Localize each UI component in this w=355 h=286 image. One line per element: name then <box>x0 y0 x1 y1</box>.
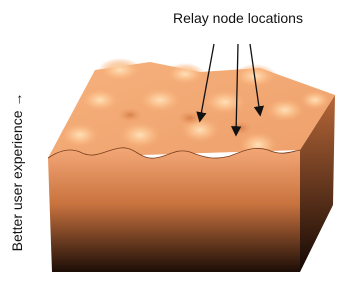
front-face <box>48 148 300 272</box>
axis-label: Better user experience → <box>9 93 25 252</box>
annotation: Relay node locations <box>173 10 303 26</box>
illustration: Relay node locations Better user experie… <box>0 0 355 286</box>
surface-figure: Relay node locations Better user experie… <box>0 0 355 286</box>
